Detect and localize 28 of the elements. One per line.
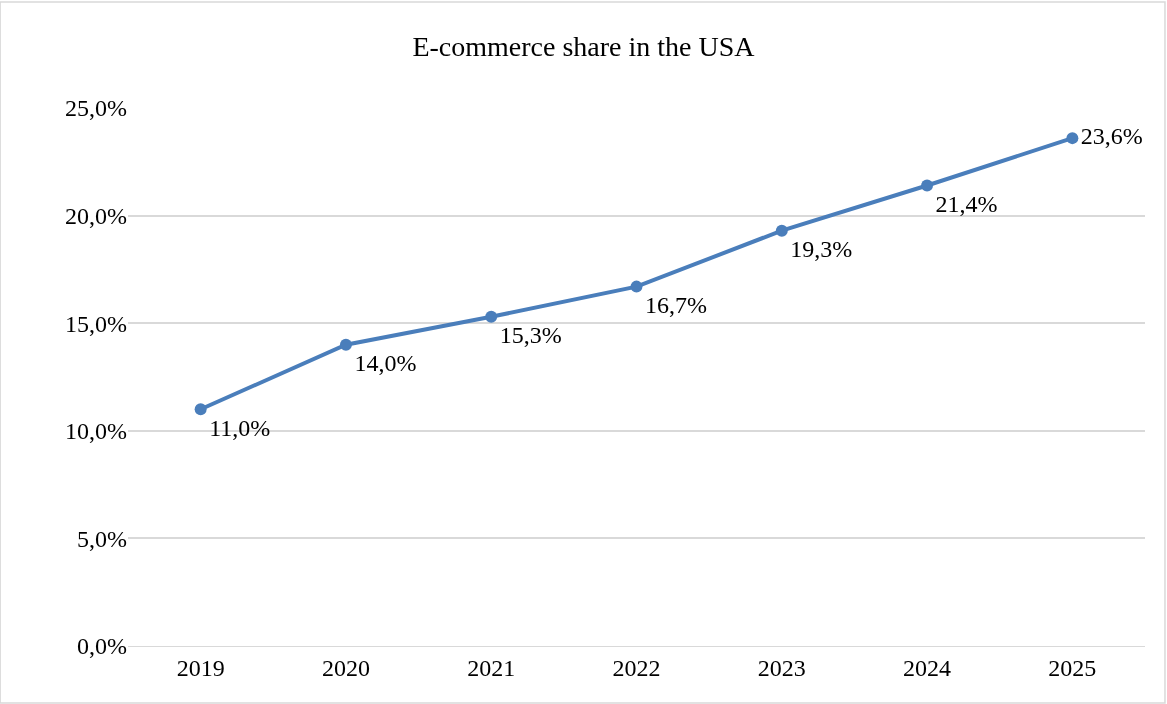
point (339, 338, 352, 351)
x-tick-label: 2022 (612, 654, 661, 681)
point (1066, 132, 1079, 145)
y-tick-label: 0,0% (77, 633, 127, 660)
x-tick-label: 2023 (757, 654, 806, 681)
data-label: 21,4% (935, 190, 998, 217)
data-label: 11,0% (209, 414, 271, 441)
y-tick-label: 25,0% (65, 95, 127, 122)
x-tick-label: 2019 (176, 654, 225, 681)
data-label: 15,3% (499, 322, 562, 349)
point (775, 224, 788, 237)
point (921, 179, 934, 192)
point (194, 403, 207, 416)
point (485, 310, 498, 323)
y-tick-label: 10,0% (65, 418, 127, 445)
x-tick-label: 2021 (467, 654, 516, 681)
y-tick-label: 5,0% (77, 525, 127, 552)
data-label: 19,3% (790, 236, 853, 263)
data-label: 16,7% (645, 292, 707, 319)
point (630, 280, 643, 293)
x-tick-label: 2025 (1048, 654, 1097, 681)
x-tick-label: 2020 (321, 654, 370, 681)
data-label: 23,6% (1080, 123, 1143, 150)
data-label: 14,0% (354, 350, 417, 377)
chart-title: E-commerce share in the USA (412, 30, 756, 62)
y-tick-label: 15,0% (65, 310, 127, 337)
y-tick-label: 20,0% (65, 203, 127, 229)
x-tick-label: 2024 (903, 654, 952, 681)
